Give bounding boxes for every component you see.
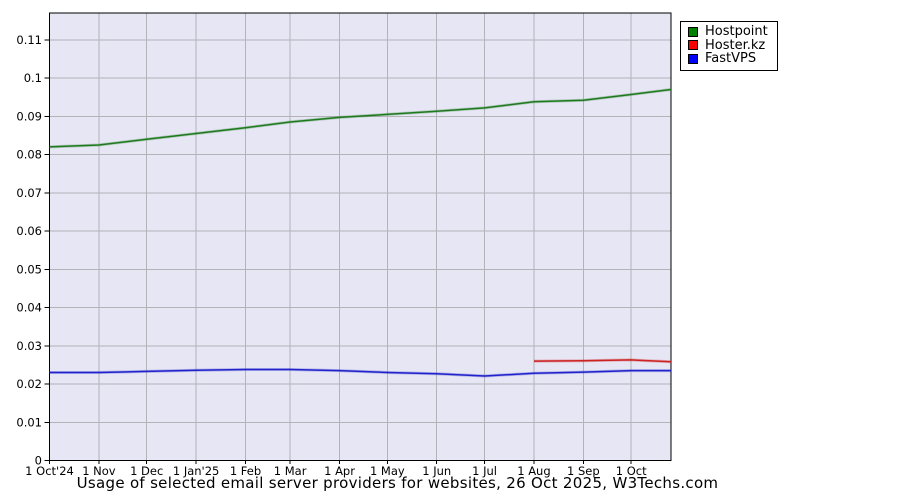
svg-text:1 Oct: 1 Oct (616, 464, 647, 478)
series-line-hoster-kz (533, 358, 672, 364)
svg-text:1 May: 1 May (370, 464, 405, 478)
gridlines (49, 13, 671, 461)
legend-item-fastvps: FastVPS (688, 52, 768, 66)
legend: Hostpoint Hoster.kz FastVPS (680, 21, 778, 71)
legend-label-hostpoint: Hostpoint (705, 24, 768, 39)
svg-text:1 Jun: 1 Jun (422, 464, 451, 478)
svg-text:0.1: 0.1 (24, 71, 42, 85)
svg-text:1 Mar: 1 Mar (274, 464, 307, 478)
svg-text:0: 0 (35, 454, 42, 468)
svg-text:1 Nov: 1 Nov (82, 464, 116, 478)
svg-text:1 Feb: 1 Feb (230, 464, 261, 478)
plot-border (48, 12, 672, 462)
svg-text:0.04: 0.04 (16, 301, 42, 315)
legend-item-hosterkz: Hoster.kz (688, 37, 768, 53)
legend-swatch-hosterkz (688, 40, 698, 51)
series-line-hostpoint (49, 88, 672, 149)
svg-text:0.03: 0.03 (16, 339, 42, 353)
svg-text:1 Apr: 1 Apr (324, 464, 355, 478)
svg-text:1 Sep: 1 Sep (567, 464, 600, 478)
svg-text:1 Dec: 1 Dec (130, 464, 163, 478)
svg-text:0.09: 0.09 (16, 109, 42, 123)
svg-text:0.07: 0.07 (16, 186, 42, 200)
svg-text:1 Jan'25: 1 Jan'25 (173, 464, 220, 478)
svg-text:0.05: 0.05 (16, 262, 42, 276)
legend-label-fastvps: FastVPS (705, 51, 757, 66)
legend-swatch-fastvps (688, 53, 698, 64)
legend-swatch-hostpoint (688, 26, 698, 37)
series-line-fastvps (49, 368, 671, 378)
svg-text:0.06: 0.06 (16, 224, 42, 238)
legend-label-hosterkz: Hoster.kz (705, 37, 766, 53)
svg-text:1 Oct'24: 1 Oct'24 (25, 464, 74, 478)
y-axis-labels: 0 0.01 0.02 0.03 0.04 0.05 0.06 0.07 0.08 0.09 0.1… (16, 33, 42, 468)
svg-text:1 Aug: 1 Aug (517, 464, 550, 478)
legend-item-hostpoint: Hostpoint (688, 25, 768, 39)
svg-text:1 Jul: 1 Jul (472, 464, 497, 478)
chart-title: Usage of selected email server providers… (76, 474, 719, 492)
svg-text:0.08: 0.08 (16, 148, 42, 162)
svg-text:0.02: 0.02 (16, 377, 42, 391)
svg-text:0.01: 0.01 (16, 415, 42, 429)
svg-text:0.11: 0.11 (16, 33, 42, 47)
plot-area (49, 13, 671, 461)
axis-ticks (44, 39, 632, 464)
x-axis-labels: 1 Oct'24 1 Nov 1 Dec 1 Jan'25 1 Feb 1 Mar 1 Ap… (25, 464, 647, 478)
